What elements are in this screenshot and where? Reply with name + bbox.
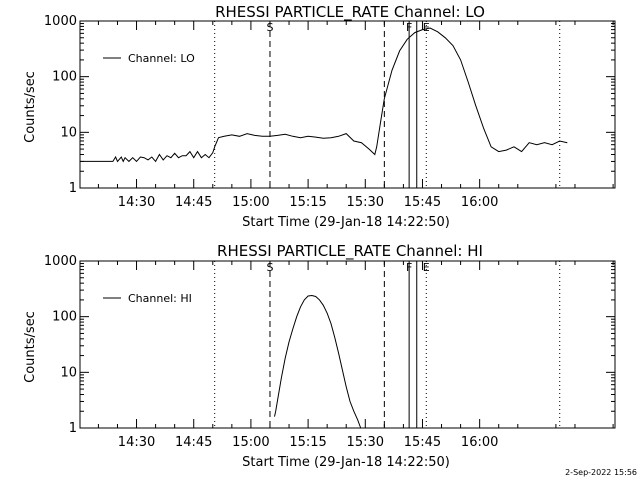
x-tick-label: 14:30 [118,435,155,450]
x-tick-label: 14:45 [175,435,212,450]
panel-hi: RHESSI PARTICLE_RATE Channel: HI Start T… [23,242,616,470]
event-marker-label: S [266,21,273,34]
event-marker-label: F [406,21,412,34]
legend-label: Channel: LO [128,52,195,65]
event-marker-label: E [423,261,430,274]
x-tick-label: 14:45 [175,195,212,210]
event-marker-label: S [266,261,273,274]
plot-frame [79,20,616,189]
y-tick-label: 10 [60,125,77,140]
y-axis-label: Counts/sec [23,71,38,143]
x-tick-label: 15:15 [289,195,326,210]
y-tick-label: 10 [60,365,77,380]
event-marker-label: F [406,261,412,274]
x-tick-label: 15:15 [289,435,326,450]
x-tick-label: 15:45 [404,435,441,450]
y-axis-label: Counts/sec [23,311,38,383]
series-line [80,27,568,163]
plot-frame [79,260,616,429]
x-tick-label: 16:00 [461,435,498,450]
y-tick-label: 100 [52,310,77,325]
chart-title: RHESSI PARTICLE_RATE Channel: HI [217,242,483,261]
x-tick-label: 15:00 [232,195,269,210]
legend-label: Channel: HI [128,292,192,305]
x-tick-label: 15:45 [404,195,441,210]
x-tick-label: 16:00 [461,195,498,210]
y-tick-label: 1000 [44,14,77,29]
x-tick-label: 15:30 [347,195,384,210]
y-tick-label: 1000 [44,254,77,269]
x-axis-label: Start Time (29-Jan-18 14:22:50) [242,455,450,470]
y-tick-label: 1 [69,421,77,436]
footer-date: 2-Sep-2022 15:56 [565,468,637,477]
y-tick-label: 100 [52,70,77,85]
x-axis-label: Start Time (29-Jan-18 14:22:50) [242,215,450,230]
x-tick-label: 14:30 [118,195,155,210]
series-line [274,294,362,429]
x-tick-label: 15:00 [232,435,269,450]
event-marker-label: E [423,21,430,34]
chart-title: RHESSI PARTICLE_RATE Channel: LO [215,3,485,22]
x-tick-label: 15:30 [347,435,384,450]
y-tick-label: 1 [69,181,77,196]
panel-lo: RHESSI PARTICLE_RATE Channel: LO Start T… [23,3,616,230]
